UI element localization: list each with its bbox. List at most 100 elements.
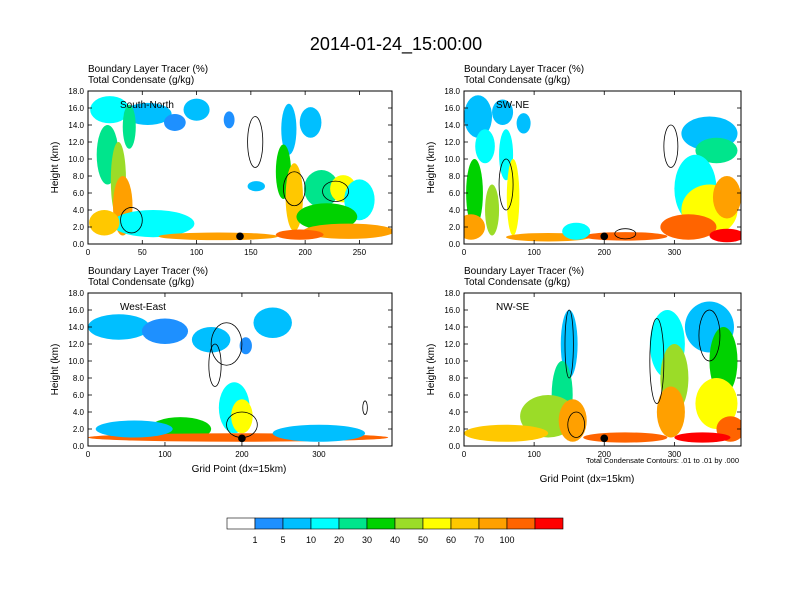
x-tick-label: 0	[86, 248, 91, 257]
tracer-cell	[464, 424, 549, 442]
location-marker	[236, 232, 244, 241]
tracer-cell	[158, 232, 278, 241]
condensate-contour	[322, 180, 349, 202]
condensate-contour	[247, 116, 264, 168]
colorbar-label: 30	[362, 535, 372, 545]
tracer-cell	[275, 229, 324, 240]
y-tick-label: 4.0	[449, 408, 461, 417]
tracer-cell	[558, 399, 587, 442]
tracer-cell	[164, 113, 186, 131]
contour-note: Total Condensate Contours: .01 to .01 by…	[586, 456, 739, 465]
y-tick-label: 2.0	[449, 425, 461, 434]
panel-label: South-North	[120, 100, 174, 111]
y-tick-label: 8.0	[73, 374, 85, 383]
colorbar-label: 10	[306, 535, 316, 545]
tracer-cell	[583, 232, 668, 241]
y-tick-label: 14.0	[68, 121, 84, 130]
tracer-cell	[141, 318, 189, 344]
tracer-cell	[466, 159, 483, 227]
tracer-cell	[183, 98, 210, 121]
y-tick-label: 10.0	[444, 357, 460, 366]
tracer-cell	[562, 222, 591, 240]
tracer-cell	[272, 424, 366, 442]
y-tick-label: 6.0	[73, 391, 85, 400]
tracer-cell	[299, 107, 322, 138]
y-tick-label: 2.0	[73, 223, 85, 232]
colorbar-box	[534, 517, 564, 530]
tracer-cell	[122, 104, 136, 149]
tracer-cell	[660, 214, 717, 240]
y-tick-label: 4.0	[449, 206, 461, 215]
colorbar-label: 1	[252, 535, 257, 545]
colorbar-label: 5	[280, 535, 285, 545]
y-tick-label: 0.0	[73, 240, 85, 249]
colorbar-box	[310, 517, 340, 530]
tracer-field	[88, 307, 389, 442]
y-axis-label: Height (km)	[50, 344, 61, 396]
panel-header-condensate: Total Condensate (g/kg)	[88, 277, 194, 288]
colorbar-box	[478, 517, 508, 530]
location-marker	[238, 434, 246, 443]
y-tick-label: 18.0	[444, 87, 460, 96]
y-tick-label: 14.0	[444, 323, 460, 332]
colorbar-label: 60	[446, 535, 456, 545]
tracer-cell	[695, 137, 738, 164]
panel-label: SW-NE	[496, 100, 529, 111]
x-tick-label: 0	[86, 450, 91, 459]
tracer-cell	[695, 378, 738, 429]
x-axis-label-right: Grid Point (dx=15km)	[540, 474, 635, 485]
panel-header-condensate: Total Condensate (g/kg)	[88, 75, 194, 86]
panel-header-tracer: Boundary Layer Tracer (%)	[464, 266, 584, 277]
panel-1: Boundary Layer Tracer (%)Total Condensat…	[50, 64, 393, 257]
y-tick-label: 8.0	[73, 172, 85, 181]
panel-header-condensate: Total Condensate (g/kg)	[464, 75, 570, 86]
y-tick-label: 6.0	[73, 189, 85, 198]
y-tick-label: 6.0	[449, 391, 461, 400]
panel-header-condensate: Total Condensate (g/kg)	[464, 277, 570, 288]
y-tick-label: 8.0	[449, 374, 461, 383]
panel-label: West-East	[120, 302, 166, 313]
colorbar-label: 20	[334, 535, 344, 545]
colorbar-box	[422, 517, 452, 530]
colorbar-label: 40	[390, 535, 400, 545]
y-axis-label: Height (km)	[50, 142, 61, 194]
y-tick-label: 10.0	[444, 155, 460, 164]
x-tick-label: 300	[668, 248, 682, 257]
y-tick-label: 0.0	[73, 442, 85, 451]
colorbar-label: 100	[499, 535, 514, 545]
panel-4: Boundary Layer Tracer (%)Total Condensat…	[426, 266, 742, 459]
x-tick-label: 200	[598, 450, 612, 459]
y-tick-label: 2.0	[73, 425, 85, 434]
condensate-contour	[567, 411, 586, 438]
colorbar-box	[366, 517, 396, 530]
x-tick-label: 300	[668, 450, 682, 459]
colorbar-box	[226, 517, 256, 530]
condensate-contour	[614, 228, 637, 240]
x-tick-label: 100	[158, 450, 172, 459]
x-tick-label: 100	[527, 248, 541, 257]
plot-frame	[87, 292, 393, 447]
plot-frame	[87, 90, 393, 245]
y-tick-label: 14.0	[68, 323, 84, 332]
x-tick-label: 250	[353, 248, 367, 257]
tracer-cell	[656, 386, 685, 438]
colorbar-label: 50	[418, 535, 428, 545]
y-tick-label: 12.0	[444, 340, 460, 349]
tracer-cell	[296, 203, 358, 231]
y-axis-label: Height (km)	[426, 344, 437, 396]
x-tick-label: 150	[244, 248, 258, 257]
tracer-cell	[464, 214, 486, 240]
y-tick-label: 12.0	[68, 138, 84, 147]
tracer-cell	[712, 176, 741, 219]
tracer-cell	[223, 111, 235, 129]
x-tick-label: 200	[235, 450, 249, 459]
tracer-cell	[95, 420, 173, 438]
figure-title: 2014-01-24_15:00:00	[310, 34, 482, 55]
condensate-contour	[208, 343, 222, 387]
tracer-cell	[475, 129, 495, 164]
panel-header-tracer: Boundary Layer Tracer (%)	[88, 266, 208, 277]
colorbar-box	[254, 517, 284, 530]
tracer-cell	[239, 337, 252, 355]
